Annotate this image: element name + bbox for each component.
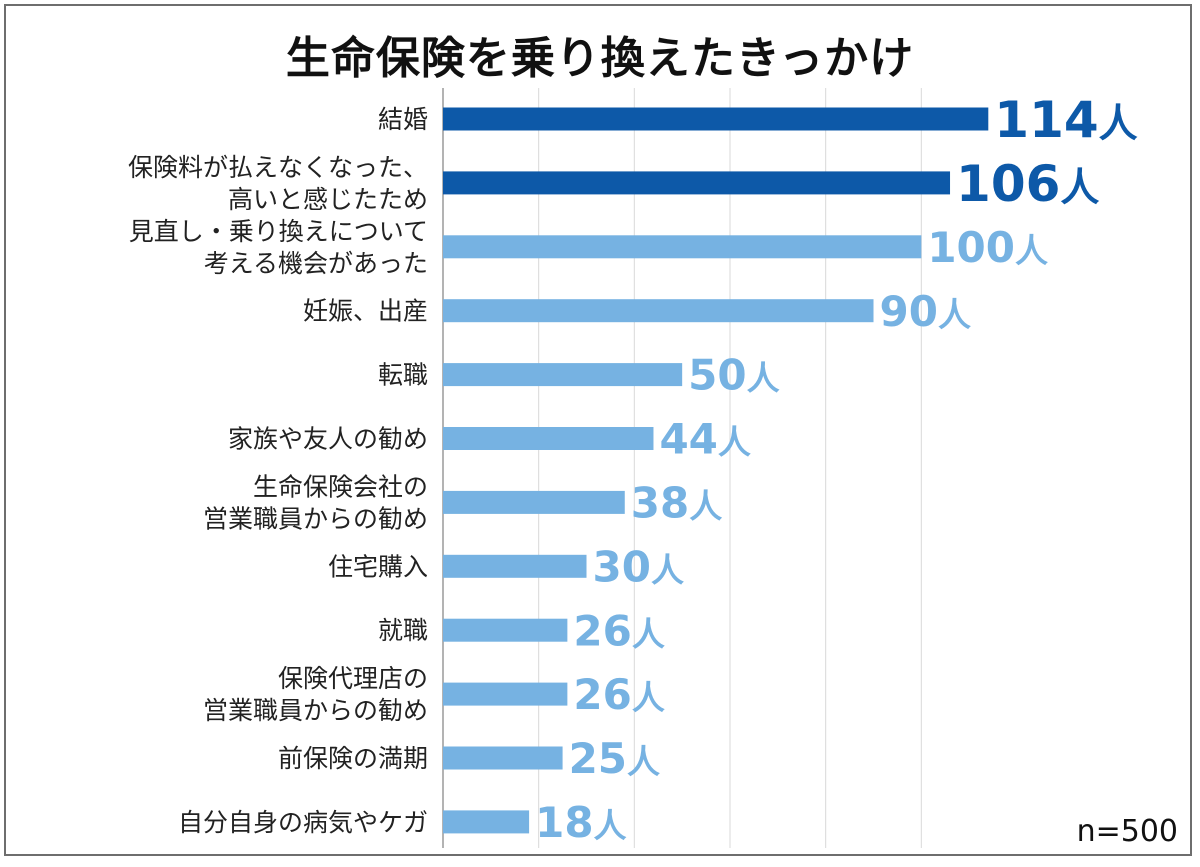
data-label: 114人 — [994, 91, 1137, 149]
chart-title: 生命保険を乗り換えたきっかけ — [285, 33, 915, 84]
category-label: 見直し・乗り換えについて — [129, 217, 428, 246]
category-label: 妊娠、出産 — [303, 297, 428, 326]
bar — [443, 171, 951, 195]
data-label: 25人 — [569, 734, 660, 783]
category-label: 転職 — [378, 361, 428, 390]
data-label: 44人 — [659, 415, 750, 464]
data-label: 90人 — [880, 287, 971, 336]
data-label: 26人 — [573, 670, 664, 719]
category-label: 高いと感じたため — [228, 185, 428, 214]
category-label: 営業職員からの勧め — [203, 696, 428, 725]
data-label: 30人 — [593, 542, 684, 591]
category-label: 保険料が払えなくなった、 — [128, 153, 428, 182]
category-label: 就職 — [378, 616, 428, 645]
bar — [443, 618, 568, 642]
category-label: 家族や友人の勧め — [228, 425, 428, 454]
category-label: 保険代理店の — [278, 664, 428, 693]
data-label: 100人 — [927, 223, 1048, 272]
bar — [443, 490, 625, 514]
sample-size-note: n=500 — [1076, 814, 1178, 849]
bar — [443, 682, 568, 706]
bar — [443, 235, 922, 259]
category-label: 前保険の満期 — [278, 744, 428, 773]
category-label: 考える機会があった — [204, 249, 428, 278]
data-label: 106人 — [956, 155, 1099, 213]
category-label: 自分自身の病気やケガ — [178, 808, 428, 837]
data-label: 38人 — [631, 479, 722, 528]
bar — [443, 107, 989, 131]
bar — [443, 554, 587, 578]
bar — [443, 810, 530, 834]
category-label: 結婚 — [378, 105, 428, 134]
category-label: 生命保険会社の — [253, 472, 428, 501]
bar — [443, 363, 683, 387]
data-label: 18人 — [535, 798, 626, 847]
data-label: 50人 — [688, 351, 779, 400]
category-label: 住宅購入 — [328, 552, 428, 581]
category-label: 営業職員からの勧め — [203, 504, 428, 533]
bar — [443, 299, 874, 323]
bar — [443, 427, 654, 450]
bar — [443, 746, 563, 770]
data-label: 26人 — [573, 606, 664, 655]
